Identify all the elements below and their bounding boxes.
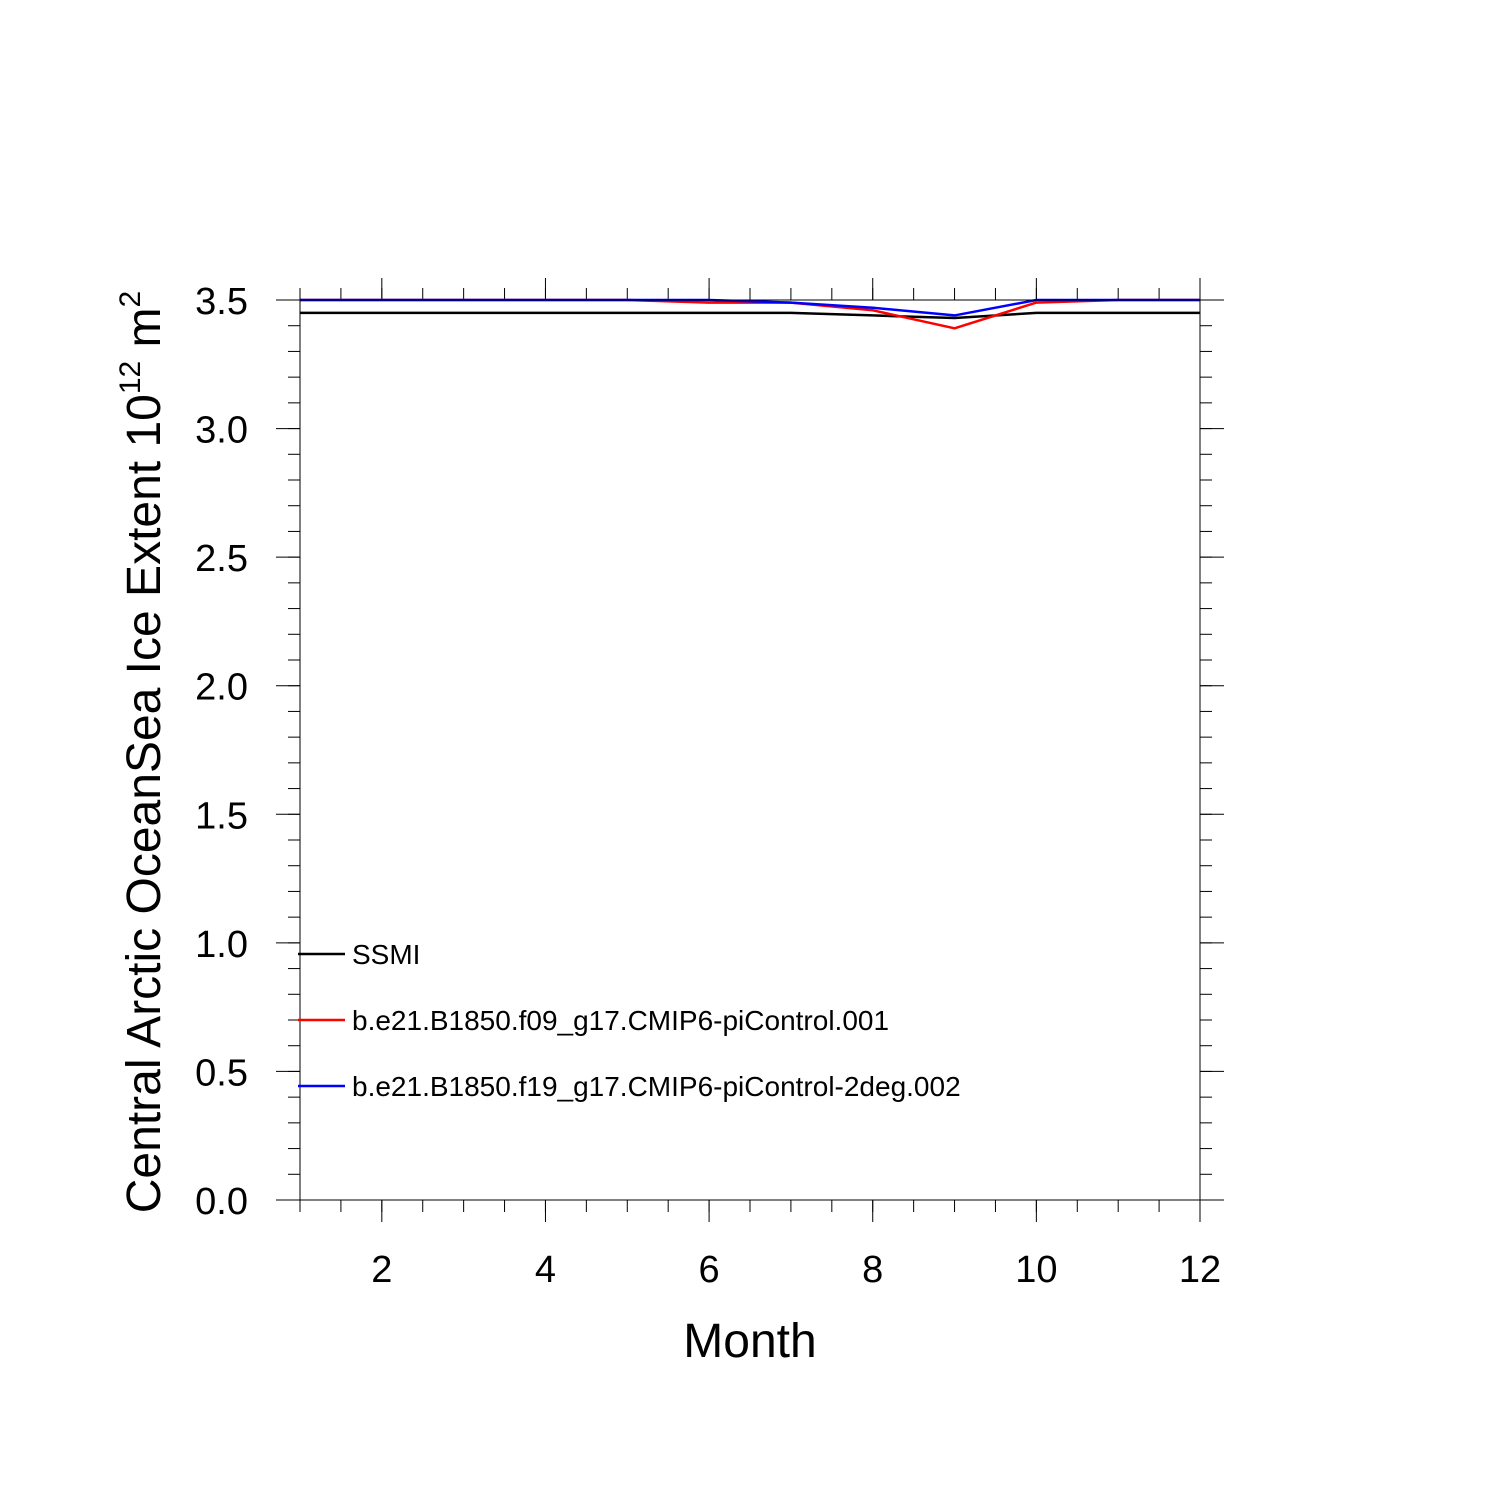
x-tick-label: 12 bbox=[1179, 1249, 1221, 1291]
y-tick-label: 1.5 bbox=[195, 795, 248, 837]
legend-label: b.e21.B1850.f09_g17.CMIP6-piControl.001 bbox=[352, 1005, 889, 1036]
x-tick-label: 8 bbox=[862, 1249, 883, 1291]
x-tick-label: 4 bbox=[535, 1249, 556, 1291]
y-axis-label-unit: m bbox=[118, 307, 171, 360]
major-ticks bbox=[276, 278, 1224, 1222]
legend-label: SSMI bbox=[352, 939, 420, 970]
legend: SSMI b.e21.B1850.f09_g17.CMIP6-piControl.… bbox=[298, 939, 961, 1102]
plot-frame bbox=[299, 299, 1201, 1201]
y-tick-label: 3.5 bbox=[195, 281, 248, 323]
legend-label: b.e21.B1850.f19_g17.CMIP6-piControl-2deg… bbox=[352, 1071, 961, 1102]
x-tick-label: 10 bbox=[1015, 1249, 1057, 1291]
y-tick-label: 0.5 bbox=[195, 1052, 248, 1094]
y-tick-label: 3.0 bbox=[195, 410, 248, 452]
y-axis-label: Central Arctic OceanSea Ice Extent 1012 … bbox=[114, 291, 171, 1213]
tick-labels: 2 4 6 8 10 12 0.0 0.5 1.0 1.5 2.0 2.5 3.0 3.5 bbox=[195, 281, 1221, 1291]
series-lines bbox=[300, 298, 1200, 330]
y-tick-label: 2.0 bbox=[195, 667, 248, 709]
y-tick-label: 1.0 bbox=[195, 924, 248, 966]
y-tick-label: 2.5 bbox=[195, 538, 248, 580]
y-tick-label: 0.0 bbox=[195, 1181, 248, 1223]
y-axis-label-unit-exponent: 2 bbox=[114, 291, 147, 308]
y-axis-label-exponent: 12 bbox=[114, 361, 147, 394]
x-tick-label: 2 bbox=[371, 1249, 392, 1291]
series-line bbox=[300, 298, 1200, 330]
series-line bbox=[300, 311, 1200, 320]
x-axis-label: Month bbox=[683, 1315, 816, 1368]
x-tick-label: 6 bbox=[699, 1249, 720, 1291]
y-axis-label-main: Central Arctic OceanSea Ice Extent 10 bbox=[118, 394, 171, 1213]
